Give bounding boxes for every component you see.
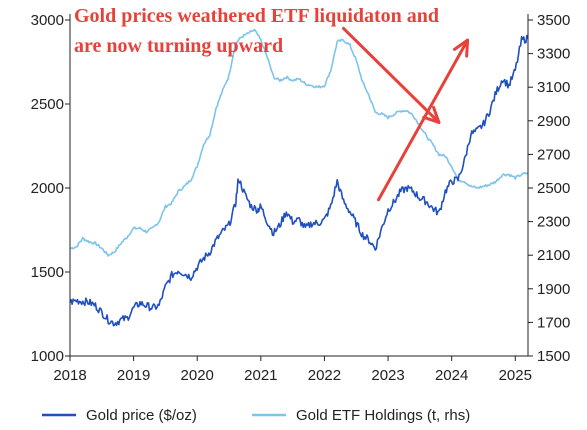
right-tick-label: 3500 — [537, 12, 570, 29]
x-axis-ticks: 2018 2019 2020 2021 2022 2023 2024 2025 — [53, 356, 532, 384]
x-tick-label: 2020 — [181, 367, 214, 384]
right-axis-ticks: 1500 1700 1900 2100 2300 2500 2700 2900 3100 3300… — [528, 12, 570, 365]
left-tick-label: 2500 — [31, 96, 64, 113]
left-tick-label: 1500 — [31, 264, 64, 281]
x-tick-label: 2024 — [435, 367, 468, 384]
left-tick-label: 3000 — [31, 12, 64, 29]
x-tick-label: 2021 — [244, 367, 277, 384]
x-tick-label: 2025 — [499, 367, 532, 384]
x-tick-label: 2022 — [308, 367, 341, 384]
left-tick-label: 1000 — [31, 348, 64, 365]
series-gold-etf-holdings — [69, 28, 529, 257]
trend-arrow-1 — [342, 26, 441, 124]
x-tick-label: 2023 — [371, 367, 404, 384]
annotation-line-2: are now turning upward — [74, 35, 283, 57]
left-tick-label: 2000 — [31, 180, 64, 197]
x-tick-label: 2018 — [53, 367, 86, 384]
right-tick-label: 3100 — [537, 79, 570, 96]
right-tick-label: 2900 — [537, 113, 570, 130]
legend: Gold price ($/oz) Gold ETF Holdings (t, … — [42, 407, 470, 424]
left-axis-ticks: 1000 1500 2000 2500 3000 — [31, 12, 70, 365]
trend-arrowhead-1 — [422, 105, 441, 124]
right-tick-label: 1700 — [537, 314, 570, 331]
trend-arrows — [342, 26, 470, 202]
line-gold-etf-holdings — [69, 28, 529, 257]
legend-label-gold-price: Gold price ($/oz) — [86, 407, 197, 424]
series-gold-price — [69, 34, 529, 327]
legend-label-gold-etf-holdings: Gold ETF Holdings (t, rhs) — [296, 407, 470, 424]
line-gold-price — [69, 34, 529, 327]
right-tick-label: 2500 — [537, 180, 570, 197]
plot-area — [69, 28, 529, 327]
trend-arrow-2 — [377, 38, 470, 202]
right-tick-label: 2700 — [537, 146, 570, 163]
trend-arrowhead-2 — [452, 38, 470, 58]
right-tick-label: 2300 — [537, 214, 570, 231]
right-tick-label: 1900 — [537, 281, 570, 298]
right-tick-label: 2100 — [537, 247, 570, 264]
right-tick-label: 3300 — [537, 46, 570, 63]
right-tick-label: 1500 — [537, 348, 570, 365]
annotation-line-1: Gold prices weathered ETF liquidaton and — [74, 5, 439, 27]
x-tick-label: 2019 — [117, 367, 150, 384]
annotation: Gold prices weathered ETF liquidaton and… — [74, 5, 439, 57]
